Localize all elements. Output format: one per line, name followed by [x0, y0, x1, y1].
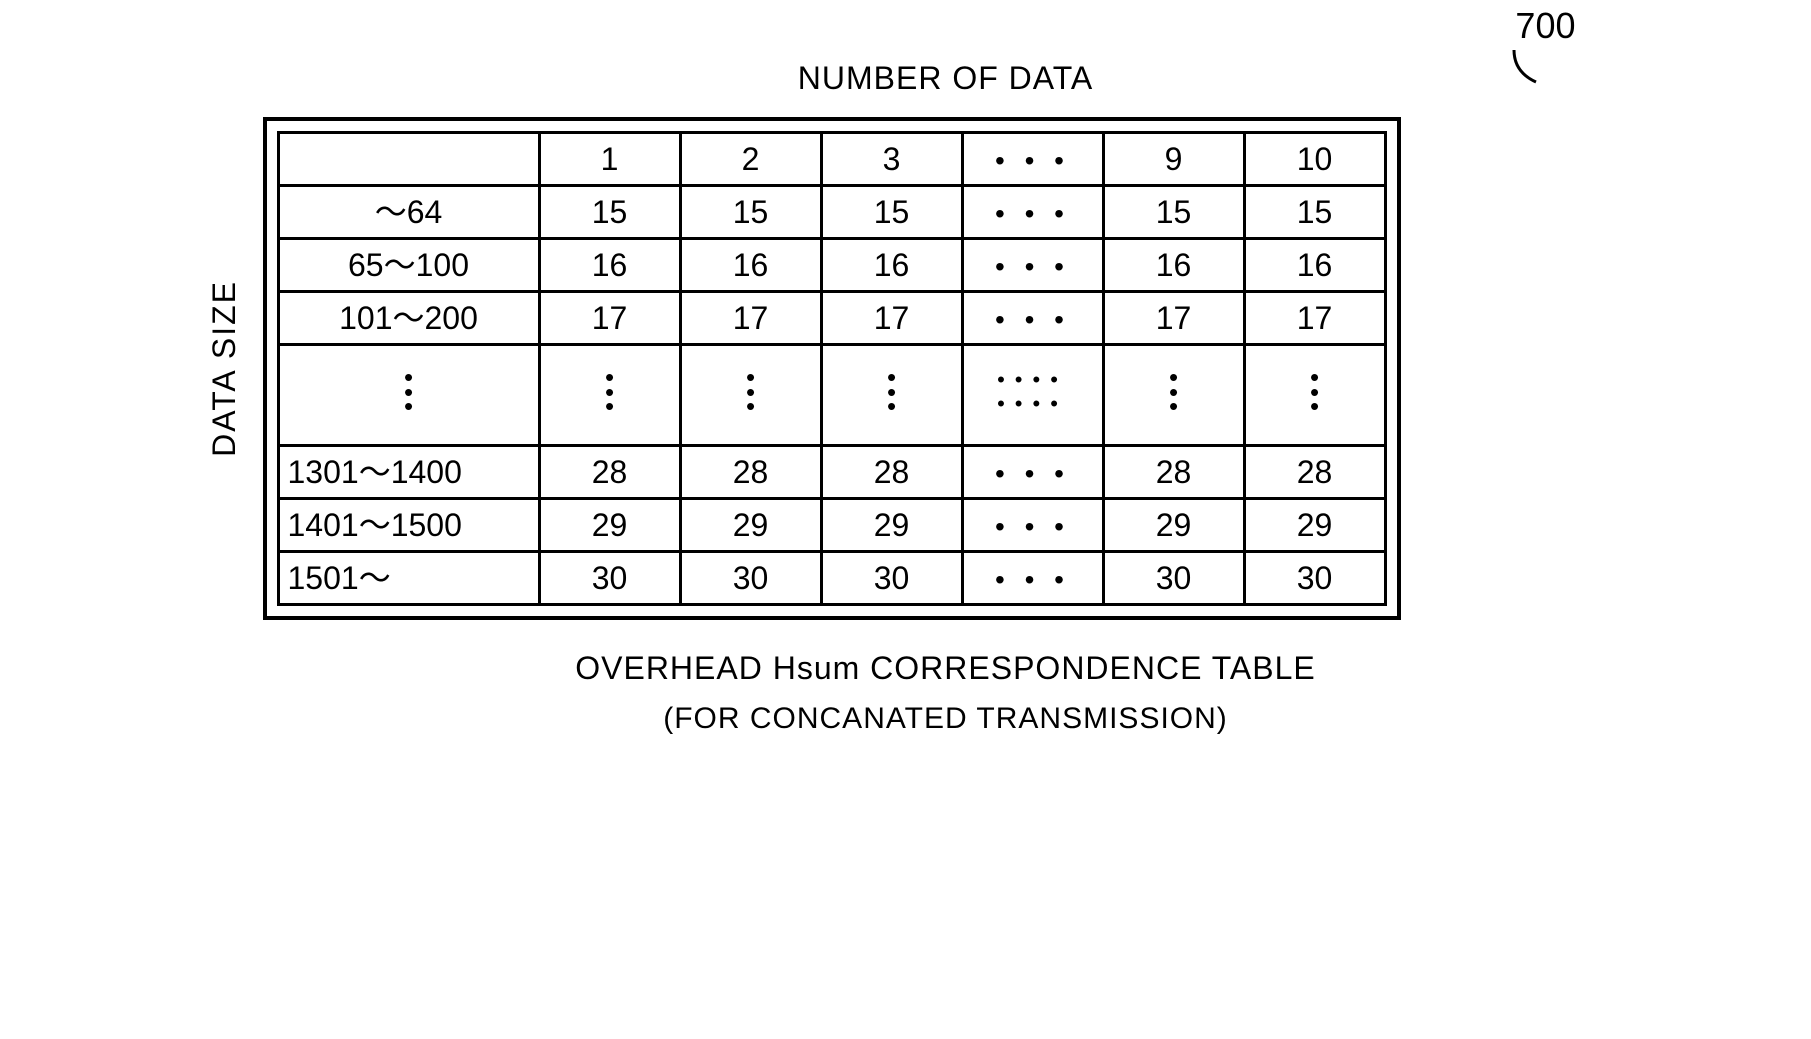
data-cell: 15 [539, 186, 680, 239]
table-row: •••••••••••••••• •••••••••• [278, 345, 1385, 446]
header-cell: 3 [821, 133, 962, 186]
data-cell: 15 [1103, 186, 1244, 239]
data-cell: • • • [962, 186, 1103, 239]
data-cell: 16 [539, 239, 680, 292]
data-cell: 17 [1244, 292, 1385, 345]
data-cell: 15 [680, 186, 821, 239]
data-cell: 30 [680, 552, 821, 605]
row-label-cell: ••• [278, 345, 539, 446]
header-cell: 10 [1244, 133, 1385, 186]
header-cell: 1 [539, 133, 680, 186]
data-cell: 16 [821, 239, 962, 292]
data-cell: 17 [680, 292, 821, 345]
table-row: 65～100161616• • •1616 [278, 239, 1385, 292]
data-cell: 29 [1244, 499, 1385, 552]
data-cell: 29 [680, 499, 821, 552]
data-cell: 28 [539, 446, 680, 499]
data-cell: 15 [821, 186, 962, 239]
data-cell: 28 [1103, 446, 1244, 499]
number-of-data-label: NUMBER OF DATA [286, 60, 1606, 97]
data-cell: 30 [1103, 552, 1244, 605]
data-cell: 29 [1103, 499, 1244, 552]
data-cell: 29 [821, 499, 962, 552]
data-cell: 30 [1244, 552, 1385, 605]
data-cell: • • • [962, 292, 1103, 345]
row-label-cell: ～64 [278, 186, 539, 239]
data-cell: • • • [962, 239, 1103, 292]
table-row: ～64151515• • •1515 [278, 186, 1385, 239]
data-cell: • • • [962, 552, 1103, 605]
data-cell: 28 [821, 446, 962, 499]
row-label-cell: 65～100 [278, 239, 539, 292]
header-cell: 2 [680, 133, 821, 186]
table-header-row: 123• • •910 [278, 133, 1385, 186]
figure-container: 700 NUMBER OF DATA DATA SIZE 123• • •910… [206, 60, 1606, 736]
data-size-label: DATA SIZE [206, 280, 243, 457]
data-cell: • • • [962, 446, 1103, 499]
data-cell: 16 [680, 239, 821, 292]
data-cell: ••• [1103, 345, 1244, 446]
data-cell: 28 [680, 446, 821, 499]
row-label-cell: 1501～ [278, 552, 539, 605]
data-cell: ••• [821, 345, 962, 446]
table-row: 1501～303030• • •3030 [278, 552, 1385, 605]
data-cell: • • • [962, 499, 1103, 552]
data-cell: 15 [1244, 186, 1385, 239]
table-row: 1401～1500292929• • •2929 [278, 499, 1385, 552]
data-cell: 16 [1103, 239, 1244, 292]
table-subcaption: (FOR CONCANATED TRANSMISSION) [286, 702, 1606, 736]
data-cell: 28 [1244, 446, 1385, 499]
data-cell: 17 [539, 292, 680, 345]
header-cell: • • • [962, 133, 1103, 186]
data-cell: ••• [539, 345, 680, 446]
table-outer-border: 123• • •910～64151515• • •151565～10016161… [263, 117, 1401, 620]
data-cell: ••• [1244, 345, 1385, 446]
reference-number: 700 [1515, 5, 1575, 47]
data-cell: 30 [539, 552, 680, 605]
table-row: 1301～1400282828• • •2828 [278, 446, 1385, 499]
data-cell: •••• •••• [962, 345, 1103, 446]
overhead-table: 123• • •910～64151515• • •151565～10016161… [277, 131, 1387, 606]
data-cell: 17 [1103, 292, 1244, 345]
header-cell-empty [278, 133, 539, 186]
data-cell: 29 [539, 499, 680, 552]
row-label-cell: 1301～1400 [278, 446, 539, 499]
reference-leader-curve [1506, 50, 1546, 85]
table-row: 101～200171717• • •1717 [278, 292, 1385, 345]
data-cell: 16 [1244, 239, 1385, 292]
table-caption: OVERHEAD Hsum CORRESPONDENCE TABLE [286, 650, 1606, 687]
data-cell: 17 [821, 292, 962, 345]
data-cell: 30 [821, 552, 962, 605]
row-label-cell: 1401～1500 [278, 499, 539, 552]
header-cell: 9 [1103, 133, 1244, 186]
row-label-cell: 101～200 [278, 292, 539, 345]
table-row-wrapper: DATA SIZE 123• • •910～64151515• • •15156… [206, 117, 1606, 620]
data-cell: ••• [680, 345, 821, 446]
